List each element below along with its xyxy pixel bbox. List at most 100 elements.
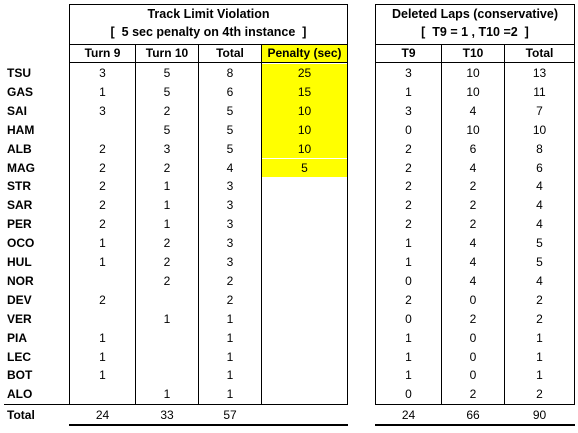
right-col-divider-1 [441, 44, 442, 404]
driver-cell: PIA [7, 330, 28, 345]
turn9-cell [70, 272, 135, 291]
turn10-cell: 1 [163, 387, 171, 402]
total-cell: 1 [226, 311, 234, 326]
total-cell: 5 [226, 141, 234, 156]
turn9-cell: 2 [99, 217, 106, 232]
deleted-total-cell: 1 [536, 368, 543, 383]
penalty-cell [262, 272, 347, 291]
deleted-total-cell: 4 [536, 217, 543, 232]
turn10-cell [136, 329, 198, 348]
driver-cell: PER [7, 217, 32, 232]
deleted-t10-cell: 2 [469, 179, 477, 194]
bottom-border-left [4, 404, 348, 405]
total-underline-right [375, 424, 575, 426]
totals-t10: 66 [466, 408, 480, 422]
deleted-total-cell: 7 [536, 103, 543, 118]
total-cell: 2 [226, 292, 234, 307]
deleted-t10-cell: 0 [469, 330, 477, 345]
turn9-cell: 1 [99, 330, 106, 345]
deleted-total-cell: 2 [536, 311, 543, 326]
penalty-cell: 10 [262, 139, 347, 159]
driver-cell: DEV [7, 292, 32, 307]
deleted-total-cell: 5 [536, 255, 543, 269]
deleted-t9-cell: 3 [405, 103, 412, 118]
turn9-cell: 2 [99, 141, 106, 156]
left-header-divider [69, 44, 348, 45]
turn9-cell: 1 [99, 349, 106, 364]
turn9-cell [70, 385, 135, 404]
turn10-cell [136, 291, 198, 310]
total-cell: 5 [226, 122, 234, 137]
deleted-t9-cell: 1 [405, 236, 412, 251]
total-cell: 2 [226, 273, 234, 288]
left-colheader-divider [69, 62, 348, 63]
turn9-cell: 1 [99, 255, 106, 269]
total-cell: 3 [226, 255, 234, 269]
deleted-t10-cell: 0 [469, 368, 477, 383]
left-top-border [69, 4, 348, 5]
right-top-border [375, 4, 575, 5]
deleted-t9-cell: 2 [405, 160, 412, 175]
total-cell: 4 [226, 160, 234, 175]
turn9-cell [70, 310, 135, 329]
turn9-cell: 1 [99, 368, 106, 383]
penalty-cell: 5 [262, 158, 347, 178]
driver-cell: ALO [7, 387, 33, 402]
right-col-divider-2 [504, 44, 505, 404]
penalty-cell [262, 348, 347, 367]
right-header-divider [375, 44, 575, 45]
col-header-dtotal: Total [525, 46, 554, 60]
deleted-t10-cell: 4 [469, 255, 477, 269]
deleted-total-cell: 5 [536, 236, 543, 251]
driver-cell: HAM [7, 122, 35, 137]
driver-cell: SAI [7, 103, 28, 118]
penalty-cell [262, 177, 347, 196]
deleted-t10-cell: 4 [469, 236, 477, 251]
total-cell: 5 [226, 103, 234, 118]
deleted-t10-cell: 0 [469, 292, 477, 307]
penalty-cell [262, 291, 347, 310]
deleted-t9-cell: 0 [405, 273, 412, 288]
deleted-total-cell: 2 [536, 292, 543, 307]
total-cell: 1 [226, 349, 234, 364]
penalty-cell [262, 196, 347, 215]
driver-cell: STR [7, 179, 31, 194]
bottom-border-right [375, 404, 575, 405]
left-table-right-border [347, 4, 348, 404]
col-header-turn10: Turn 10 [145, 46, 189, 60]
total-cell: 8 [226, 66, 234, 80]
turn9-cell: 2 [99, 160, 106, 175]
driver-cell: ALB [7, 141, 32, 156]
deleted-t9-cell: 0 [405, 311, 412, 326]
turn10-cell: 2 [163, 103, 171, 118]
deleted-t10-cell: 2 [469, 198, 477, 213]
totals-t9: 24 [401, 408, 416, 422]
deleted-t9-cell: 1 [405, 368, 412, 383]
turn10-cell [136, 348, 198, 367]
deleted-total-cell: 13 [532, 66, 547, 80]
deleted-total-cell: 1 [536, 349, 543, 364]
deleted-t9-cell: 3 [405, 66, 412, 80]
deleted-t10-cell: 6 [469, 141, 477, 156]
turn10-cell: 1 [163, 311, 171, 326]
totals-turn10: 33 [160, 408, 174, 422]
driver-cell: NOR [7, 273, 34, 288]
deleted-t9-cell: 0 [405, 387, 412, 402]
penalty-cell [262, 215, 347, 234]
total-underline-left [69, 424, 348, 426]
turn9-cell: 2 [99, 198, 106, 213]
deleted-t9-cell: 2 [405, 292, 412, 307]
penalty-cell [262, 253, 347, 272]
turn10-cell: 3 [163, 141, 171, 156]
right-table-right-border [574, 4, 575, 404]
total-cell: 3 [226, 179, 234, 194]
turn10-cell: 2 [163, 255, 171, 269]
penalty-cell: 10 [262, 101, 347, 121]
turn10-cell: 2 [163, 273, 171, 288]
deleted-t10-cell: 4 [469, 273, 477, 288]
turn10-cell: 2 [163, 236, 171, 251]
driver-cell: HUL [7, 255, 32, 269]
total-cell: 6 [226, 84, 234, 99]
driver-cell: LEC [7, 349, 31, 364]
deleted-t10-cell: 10 [466, 84, 480, 99]
